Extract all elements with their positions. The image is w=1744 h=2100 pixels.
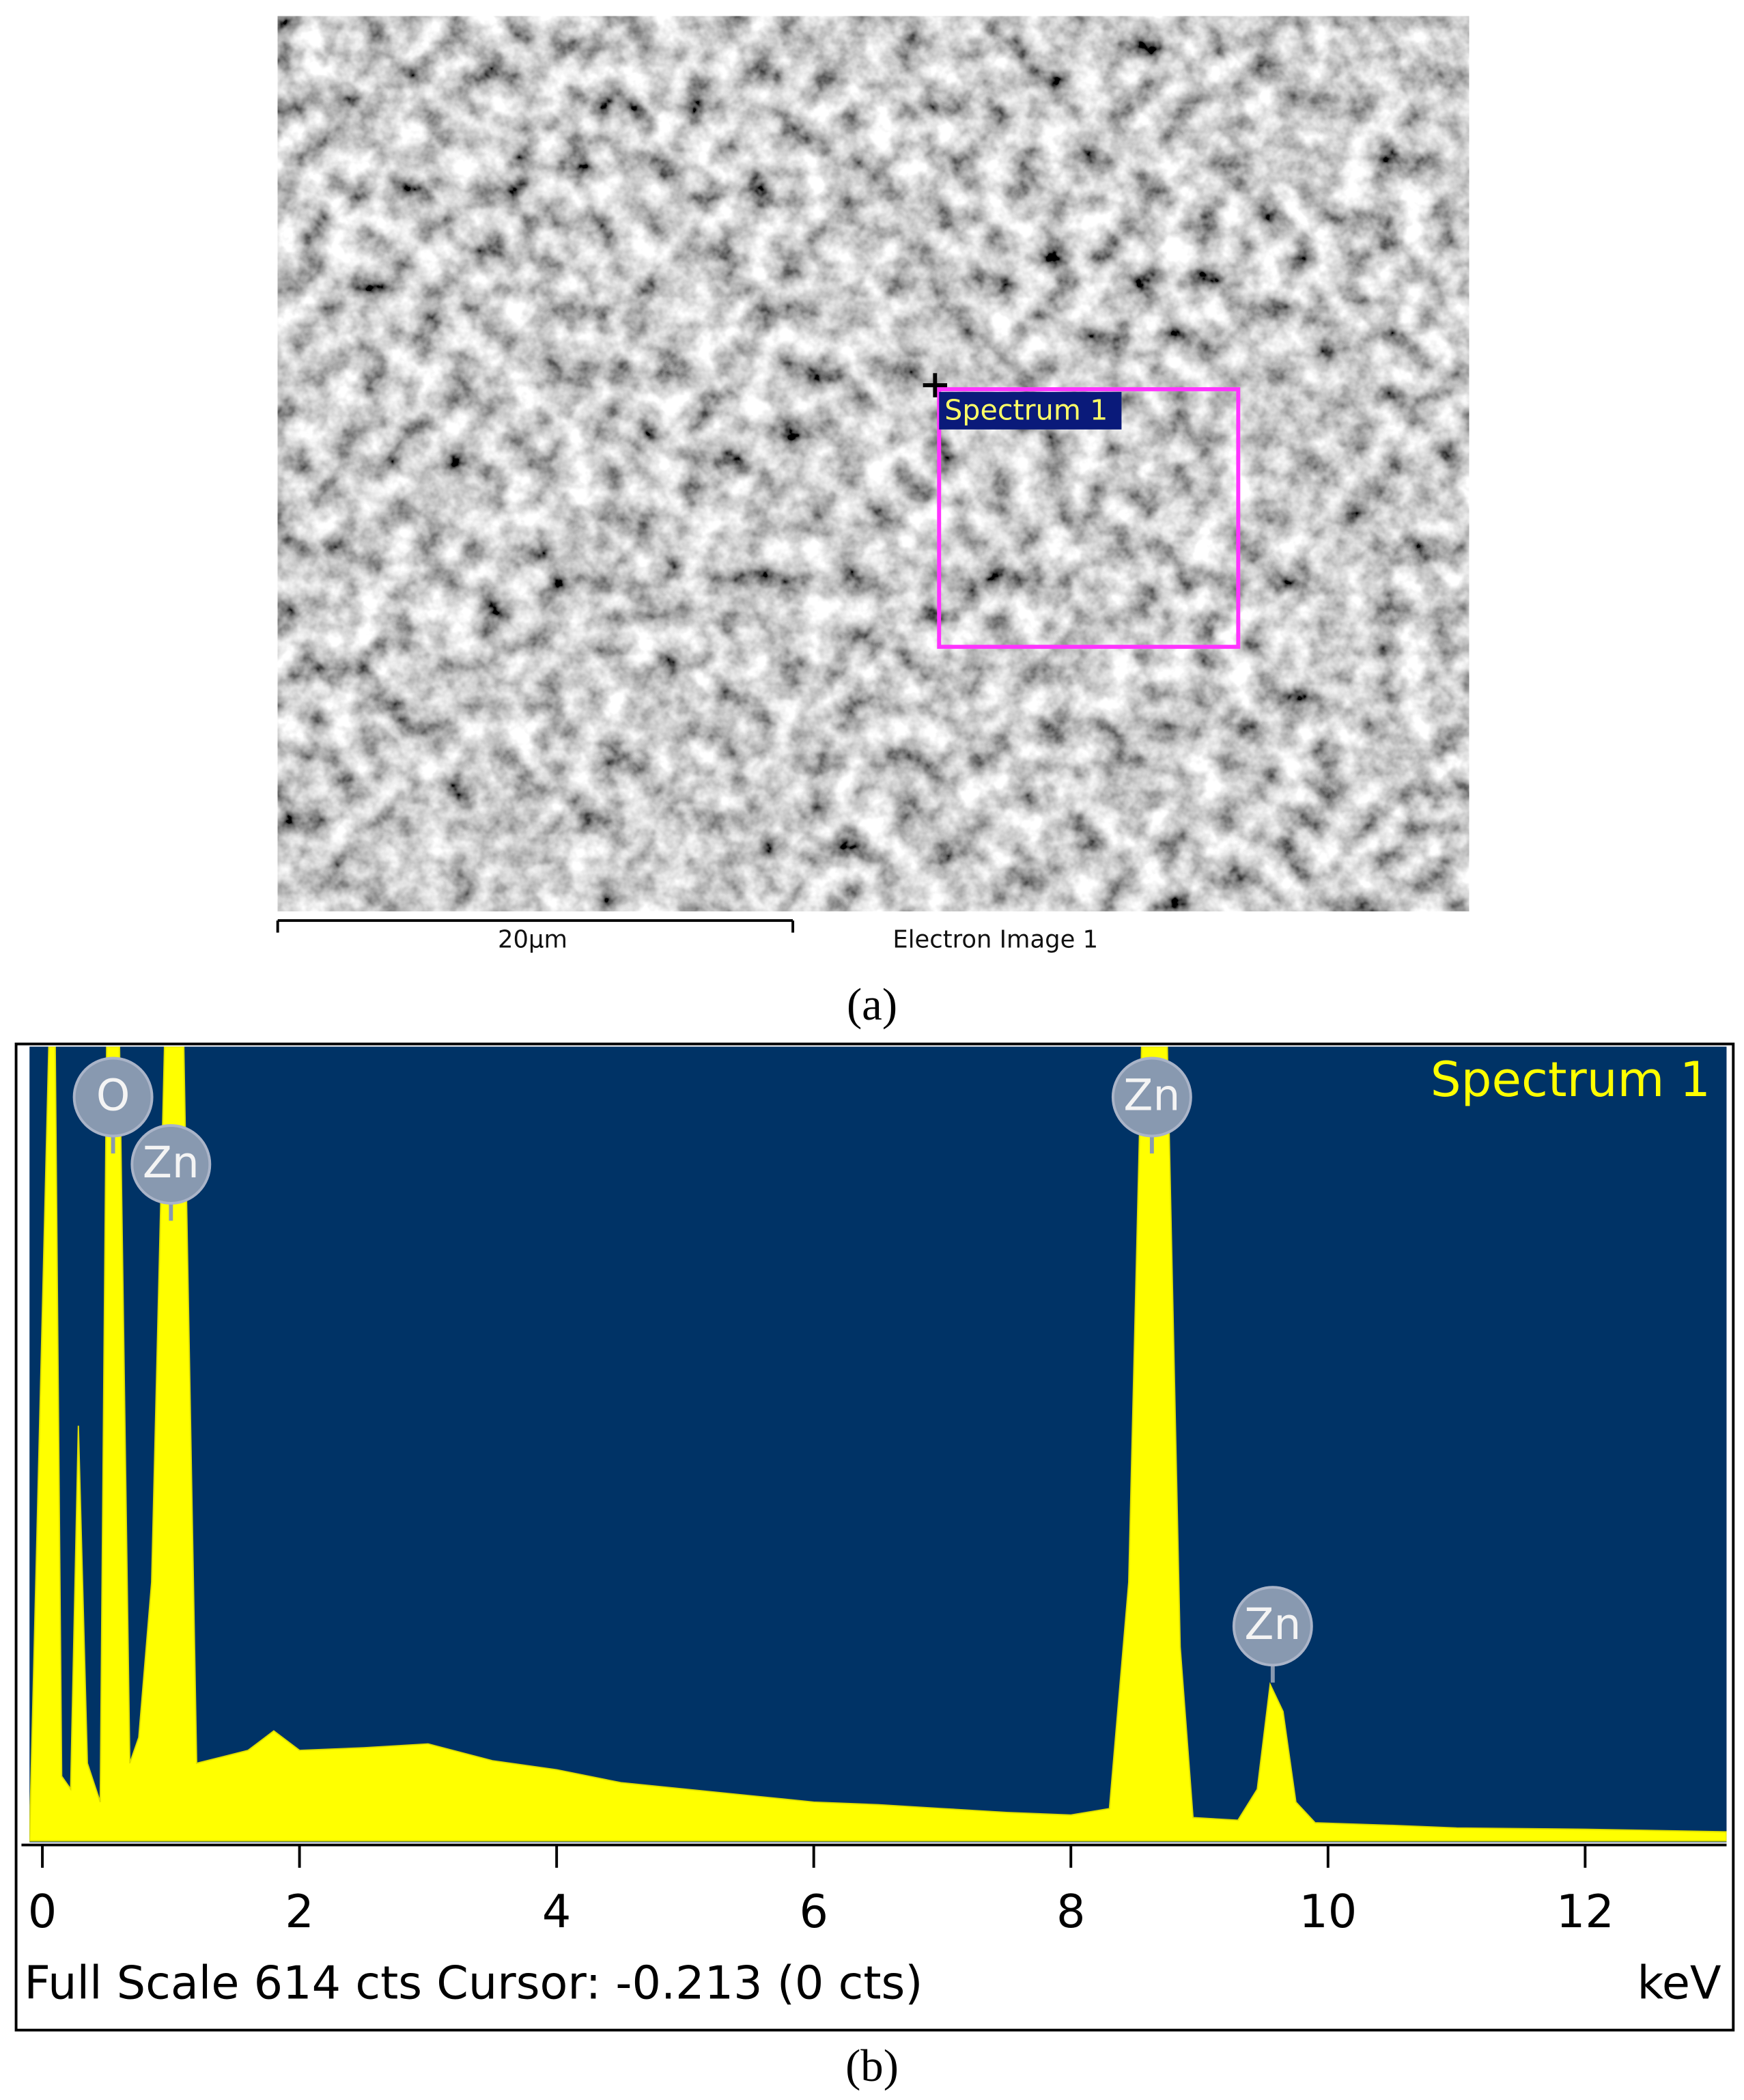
x-tick-label: 0 <box>28 1885 57 1938</box>
x-tick-label: 2 <box>285 1885 314 1938</box>
x-tick-label: 4 <box>542 1885 572 1938</box>
region-label-box <box>939 391 1122 430</box>
x-axis-label: keV <box>1637 1956 1721 2009</box>
image-label: Electron Image 1 <box>892 925 1098 953</box>
scale-bar <box>276 919 795 933</box>
region-label: Spectrum 1 <box>944 393 1108 426</box>
x-tick-label: 10 <box>1299 1885 1357 1938</box>
x-tick-label: 6 <box>799 1885 828 1938</box>
peak-label-badge <box>130 1124 212 1205</box>
x-tick-label: 12 <box>1556 1885 1614 1938</box>
legend-entry: Spectrum 1 <box>1431 1051 1711 1108</box>
peak-label: Zn <box>1123 1071 1180 1121</box>
peak-label-badge <box>72 1056 154 1138</box>
plot-layer <box>29 1046 1727 1842</box>
sem-texture <box>277 16 1469 912</box>
spectrum-area <box>29 1046 1727 1842</box>
scale-bar-label: 20µm <box>498 925 567 953</box>
peak-label: O <box>96 1071 130 1121</box>
plot-area <box>29 1046 1727 1843</box>
caption-b: (b) <box>845 2041 899 2091</box>
peak-label-badge <box>1111 1056 1192 1138</box>
status-text: Full Scale 614 cts Cursor: -0.213 (0 cts… <box>24 1956 923 2009</box>
peak-label-badge <box>1232 1586 1313 1667</box>
caption-a: (a) <box>847 979 897 1030</box>
peak-label: Zn <box>1244 1599 1301 1649</box>
region-box <box>937 387 1241 649</box>
x-tick-label: 8 <box>1056 1885 1086 1938</box>
crosshair <box>923 373 948 397</box>
peak-label: Zn <box>143 1138 199 1188</box>
